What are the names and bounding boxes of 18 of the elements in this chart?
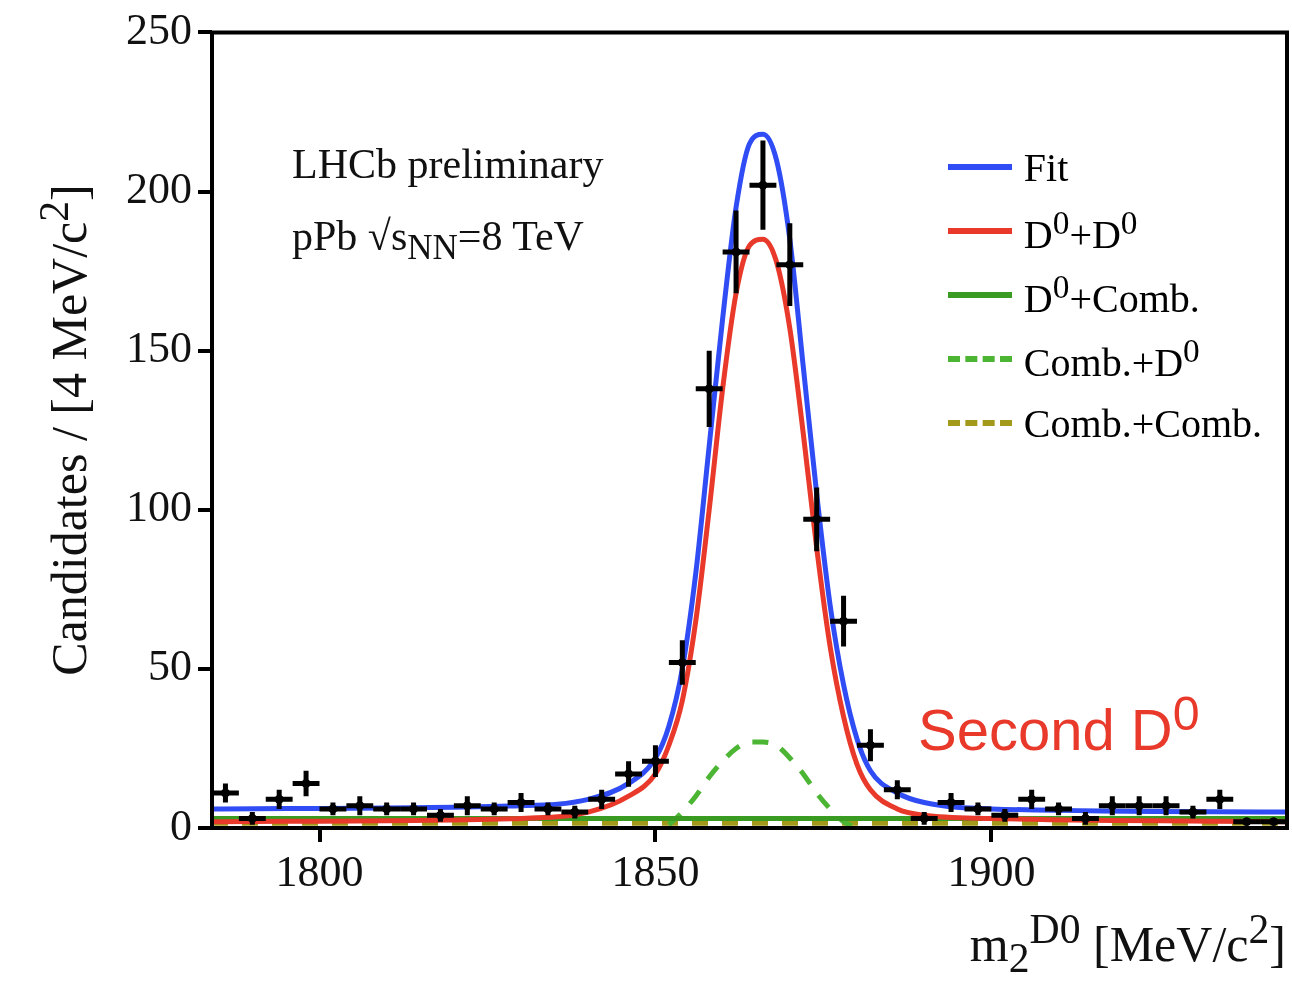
annotation: LHCb preliminary xyxy=(292,140,604,188)
legend-label: Comb.+D$^{0}$ xyxy=(1023,331,1200,387)
x-tick-label: 1900 xyxy=(947,846,1036,896)
y-tick-label: 150 xyxy=(126,323,192,373)
y-tick-label: 250 xyxy=(126,4,192,54)
y-tick-label: 50 xyxy=(148,641,192,691)
annotation: pPb √s$_{NN}$=8 TeV xyxy=(292,212,584,269)
y-tick-label: 100 xyxy=(126,482,192,532)
legend-label: D$^{0}$+Comb. xyxy=(1023,267,1200,323)
legend-label: Comb.+Comb. xyxy=(1023,399,1262,447)
annotation: Second D$^{0}$ xyxy=(918,685,1200,764)
x-tick-label: 1850 xyxy=(611,846,700,896)
x-axis-title: m$_{2}$$^{D0}$ [MeV/c$^{2}$] xyxy=(969,905,1286,982)
x-tick-label: 1800 xyxy=(275,846,364,896)
y-tick-label: 200 xyxy=(126,164,192,214)
legend-label: D$^{0}$+D$^{0}$ xyxy=(1023,203,1138,259)
y-tick-label: 0 xyxy=(170,800,192,850)
legend-label: Fit xyxy=(1023,143,1069,191)
